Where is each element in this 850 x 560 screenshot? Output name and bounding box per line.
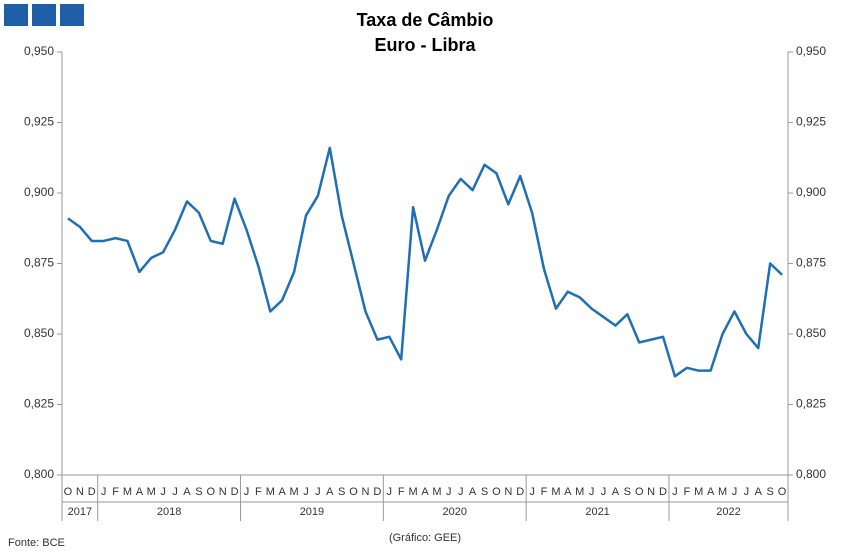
x-tick-label: A — [612, 486, 620, 498]
x-tick-label: M — [409, 486, 418, 498]
x-tick-label: J — [589, 486, 595, 498]
y2-tick-label: 0,850 — [796, 326, 826, 340]
x-tick-label: F — [398, 486, 405, 498]
chart-subtitle: Euro - Libra — [374, 35, 476, 55]
y2-tick-label: 0,825 — [796, 397, 826, 411]
y2-tick-label: 0,900 — [796, 185, 826, 199]
x-tick-label: M — [718, 486, 727, 498]
x-tick-label: D — [88, 486, 96, 498]
x-tick-label: J — [101, 486, 107, 498]
x-tick-label: N — [76, 486, 84, 498]
series-line — [67, 146, 783, 378]
x-tick-label: M — [266, 486, 275, 498]
x-tick-label: J — [387, 486, 393, 498]
x-tick-label: J — [303, 486, 309, 498]
x-tick-label: S — [766, 486, 773, 498]
x-tick-label: D — [516, 486, 524, 498]
x-tick-label: F — [255, 486, 262, 498]
x-tick-label: N — [504, 486, 512, 498]
x-tick-label: F — [683, 486, 690, 498]
x-tick-label: O — [778, 486, 787, 498]
x-tick-label: J — [315, 486, 321, 498]
x-tick-label: N — [219, 486, 227, 498]
x-tick-label: J — [672, 486, 678, 498]
x-tick-label: A — [279, 486, 287, 498]
x-tick-label: N — [362, 486, 370, 498]
x-tick-label: O — [635, 486, 644, 498]
x-tick-label: J — [446, 486, 452, 498]
y-tick-label: 0,950 — [24, 44, 54, 58]
x-tick-label: M — [575, 486, 584, 498]
x-tick-label: O — [492, 486, 501, 498]
x-tick-label: M — [123, 486, 132, 498]
y-tick-label: 0,925 — [24, 115, 54, 129]
x-tick-label: O — [206, 486, 215, 498]
y2-tick-label: 0,800 — [796, 467, 826, 481]
x-tick-label: J — [744, 486, 750, 498]
x-tick-label: S — [338, 486, 345, 498]
y2-tick-label: 0,950 — [796, 44, 826, 58]
x-tick-label: J — [458, 486, 464, 498]
x-tick-label: A — [183, 486, 191, 498]
x-tick-label: D — [373, 486, 381, 498]
source: Fonte: BCE — [8, 537, 65, 549]
x-tick-label: J — [529, 486, 535, 498]
x-tick-label: M — [289, 486, 298, 498]
chart-title: Taxa de Câmbio — [357, 10, 494, 30]
logo-block — [4, 4, 28, 26]
year-label: 2017 — [68, 506, 92, 518]
x-tick-label: F — [541, 486, 548, 498]
x-tick-label: J — [601, 486, 607, 498]
x-tick-label: O — [64, 486, 73, 498]
x-tick-label: A — [564, 486, 572, 498]
x-tick-label: D — [659, 486, 667, 498]
x-tick-label: A — [136, 486, 144, 498]
x-tick-label: A — [469, 486, 477, 498]
year-label: 2022 — [716, 506, 740, 518]
y2-tick-label: 0,875 — [796, 256, 826, 270]
logo-block — [32, 4, 56, 26]
logo-block — [60, 4, 84, 26]
x-tick-label: S — [481, 486, 488, 498]
y-tick-label: 0,825 — [24, 397, 54, 411]
x-tick-label: J — [172, 486, 178, 498]
x-tick-label: J — [244, 486, 250, 498]
x-tick-label: M — [551, 486, 560, 498]
x-tick-label: O — [349, 486, 358, 498]
x-tick-label: M — [432, 486, 441, 498]
x-tick-label: A — [421, 486, 429, 498]
y2-tick-label: 0,925 — [796, 115, 826, 129]
credit: (Gráfico: GEE) — [389, 532, 461, 544]
x-tick-label: S — [195, 486, 202, 498]
year-label: 2019 — [300, 506, 324, 518]
x-tick-label: S — [624, 486, 631, 498]
year-label: 2020 — [443, 506, 467, 518]
x-tick-label: M — [694, 486, 703, 498]
x-tick-label: J — [732, 486, 738, 498]
year-label: 2018 — [157, 506, 181, 518]
y-tick-label: 0,900 — [24, 185, 54, 199]
y-tick-label: 0,800 — [24, 467, 54, 481]
x-tick-label: A — [755, 486, 763, 498]
y-tick-label: 0,850 — [24, 326, 54, 340]
x-tick-label: J — [160, 486, 166, 498]
x-tick-label: A — [707, 486, 715, 498]
x-tick-label: F — [112, 486, 119, 498]
x-tick-label: M — [147, 486, 156, 498]
x-tick-label: A — [326, 486, 334, 498]
year-label: 2021 — [585, 506, 609, 518]
y-tick-label: 0,875 — [24, 256, 54, 270]
x-tick-label: D — [231, 486, 239, 498]
x-tick-label: N — [647, 486, 655, 498]
